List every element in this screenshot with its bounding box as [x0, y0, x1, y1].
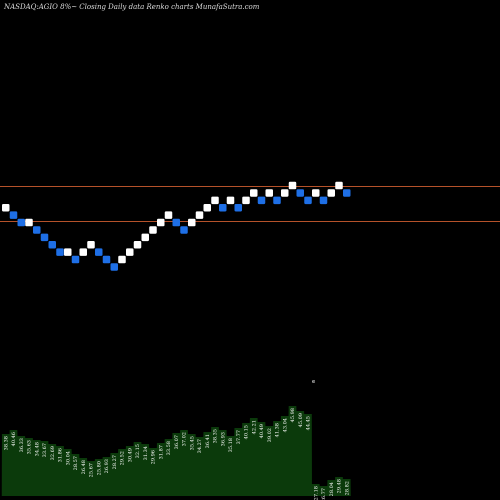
- renko-down-brick: [71, 255, 80, 264]
- volume-label: 31.34: [143, 446, 149, 460]
- renko-up-brick: [133, 241, 142, 249]
- renko-up-brick: [203, 204, 211, 212]
- volume-label: 36.33: [19, 438, 25, 452]
- volume-label: 45.98: [290, 408, 296, 422]
- volume-label: 30.04: [65, 451, 71, 465]
- volume-label: 38.35: [213, 429, 219, 443]
- volume-label: 28.82: [344, 481, 350, 495]
- volume-panel: 38.38 40.46 36.33 35.63 34.48 33.67 32.69 31.86…: [1, 406, 351, 500]
- volume-label: 35.18: [228, 438, 234, 452]
- renko-down-brick: [172, 218, 180, 227]
- renko-down-brick: [257, 196, 266, 205]
- renko-up-brick: [226, 196, 235, 205]
- volume-label: 36.41: [205, 434, 211, 448]
- renko-down-brick: [95, 248, 103, 256]
- renko-up-brick: [157, 218, 165, 227]
- volume-label: 34.48: [34, 442, 40, 456]
- volume-label: 31.87: [158, 445, 164, 459]
- chart-title: NASDAQ:AGIO 8%~ Closing Daily data Renko…: [4, 3, 260, 11]
- renko-up-brick: [25, 218, 33, 227]
- renko-up-brick: [242, 196, 250, 205]
- renko-up-brick: [87, 241, 95, 249]
- renko-up-brick: [312, 189, 320, 197]
- renko-down-brick: [296, 189, 304, 197]
- renko-down-brick: [319, 196, 328, 205]
- volume-label: 35.63: [27, 440, 33, 454]
- renko-down-brick: [110, 263, 118, 271]
- renko-down-brick: [234, 204, 242, 212]
- renko-up-brick: [164, 211, 173, 219]
- volume-label: 30.49: [127, 448, 133, 462]
- renko-down-brick: [17, 218, 25, 227]
- renko-down-brick: [9, 211, 18, 219]
- volume-label: 45.09: [298, 413, 304, 427]
- volume-label: 34.27: [197, 439, 203, 453]
- volume-label: 33.58: [166, 441, 172, 455]
- volume-label: 37.02: [182, 432, 188, 446]
- renko-down-brick: [343, 189, 351, 197]
- renko-up-brick: [79, 248, 87, 256]
- volume-label: 28.04: [329, 482, 335, 496]
- volume-label: 41.38: [275, 423, 281, 437]
- volume-label: 35.45: [189, 436, 195, 450]
- renko-down-brick: [33, 226, 41, 234]
- volume-label: 26.93: [104, 459, 110, 473]
- volume-label: 36.07: [174, 435, 180, 449]
- volume-label: 37.77: [236, 430, 242, 444]
- renko-down-brick: [102, 255, 111, 264]
- volume-area: [1, 406, 351, 496]
- renko-up-brick: [2, 204, 10, 212]
- renko-down-brick: [40, 233, 49, 242]
- volume-label: 25.80: [96, 461, 102, 475]
- renko-down-brick: [273, 196, 281, 205]
- volume-label: 38.38: [3, 436, 9, 450]
- volume-label: 43.04: [282, 418, 288, 432]
- volume-label: 31.86: [58, 448, 64, 462]
- volume-label: 33.67: [42, 443, 48, 457]
- volume-label: 26.48: [81, 460, 87, 474]
- renko-up-brick: [288, 181, 297, 190]
- renko-down-brick: [48, 241, 56, 249]
- volume-label: 44.45: [306, 416, 312, 430]
- renko-up-brick: [149, 226, 157, 234]
- volume-label: 42.21: [251, 420, 257, 434]
- volume-label: 28.27: [112, 455, 118, 469]
- renko-up-brick: [195, 211, 204, 219]
- level-lines: [0, 186, 500, 222]
- renko-up-brick: [64, 248, 72, 256]
- renko-up-brick: [250, 189, 258, 197]
- renko-down-brick: [56, 248, 64, 256]
- volume-label: 29.48: [337, 479, 343, 493]
- volume-label: 28.57: [73, 456, 79, 470]
- renko-up-brick: [126, 248, 134, 256]
- renko-up-brick: [141, 233, 149, 242]
- volume-label: 40.49: [259, 424, 265, 438]
- renko-up-brick: [335, 181, 343, 190]
- renko-bricks: [2, 181, 351, 271]
- volume-label: 25.67: [89, 463, 95, 477]
- renko-up-brick: [118, 255, 126, 264]
- renko-down-brick: [304, 196, 312, 205]
- renko-up-brick: [188, 218, 196, 227]
- renko-down-brick: [180, 226, 188, 234]
- volume-label: 29.52: [120, 451, 126, 465]
- renko-up-brick: [281, 189, 289, 197]
- volume-peak-marker: e: [312, 379, 315, 385]
- volume-label: 39.02: [267, 428, 273, 442]
- volume-label: 32.15: [135, 444, 141, 458]
- renko-up-brick: [211, 196, 219, 205]
- renko-up-brick: [265, 189, 273, 197]
- volume-label: 32.69: [50, 446, 56, 460]
- volume-label: 40.46: [11, 432, 17, 446]
- volume-label: 36.93: [220, 432, 226, 446]
- renko-up-brick: [327, 189, 335, 197]
- volume-label: 29.96: [151, 450, 157, 464]
- volume-label: 40.15: [244, 425, 250, 439]
- volume-label: 26.77: [321, 488, 327, 500]
- renko-down-brick: [219, 204, 227, 212]
- volume-label: 27.18: [313, 486, 319, 500]
